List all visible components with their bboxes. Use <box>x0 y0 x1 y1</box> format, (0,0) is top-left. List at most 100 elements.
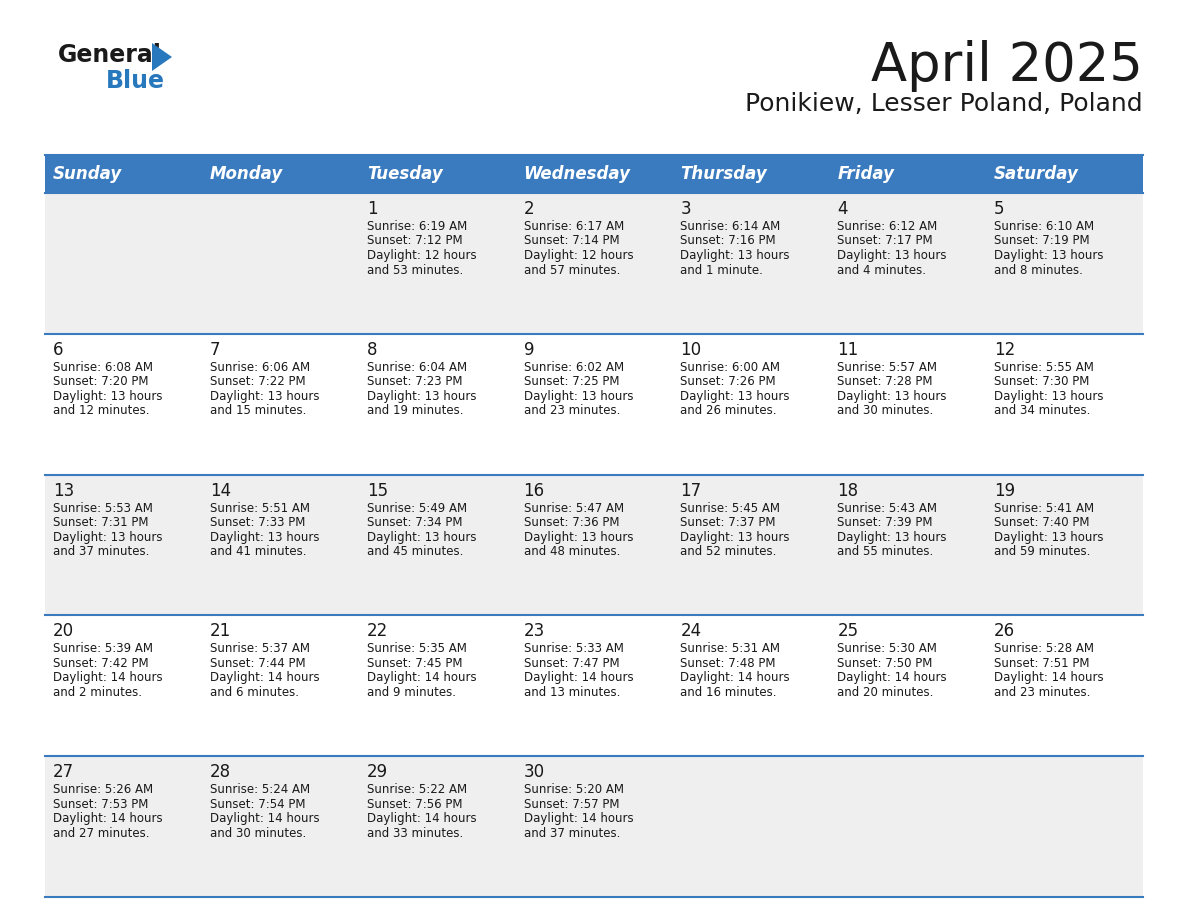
Text: 9: 9 <box>524 341 535 359</box>
Text: and 52 minutes.: and 52 minutes. <box>681 545 777 558</box>
Text: Sunset: 7:45 PM: Sunset: 7:45 PM <box>367 657 462 670</box>
Text: Daylight: 14 hours: Daylight: 14 hours <box>210 812 320 825</box>
Text: Sunrise: 5:35 AM: Sunrise: 5:35 AM <box>367 643 467 655</box>
Text: Sunrise: 5:39 AM: Sunrise: 5:39 AM <box>53 643 153 655</box>
Text: Sunset: 7:20 PM: Sunset: 7:20 PM <box>53 375 148 388</box>
Text: Sunrise: 6:14 AM: Sunrise: 6:14 AM <box>681 220 781 233</box>
Text: Daylight: 13 hours: Daylight: 13 hours <box>524 390 633 403</box>
Text: Sunrise: 5:47 AM: Sunrise: 5:47 AM <box>524 501 624 515</box>
Text: Tuesday: Tuesday <box>367 165 442 183</box>
Text: Daylight: 14 hours: Daylight: 14 hours <box>524 671 633 685</box>
Bar <box>45 334 1143 475</box>
Text: Sunset: 7:54 PM: Sunset: 7:54 PM <box>210 798 305 811</box>
Text: 25: 25 <box>838 622 859 641</box>
Text: 6: 6 <box>53 341 63 359</box>
Text: Sunrise: 5:57 AM: Sunrise: 5:57 AM <box>838 361 937 374</box>
Text: Daylight: 13 hours: Daylight: 13 hours <box>210 531 320 543</box>
Text: 30: 30 <box>524 763 544 781</box>
Text: and 45 minutes.: and 45 minutes. <box>367 545 463 558</box>
Text: 10: 10 <box>681 341 702 359</box>
Text: and 59 minutes.: and 59 minutes. <box>994 545 1091 558</box>
Bar <box>45 155 1143 193</box>
Text: and 57 minutes.: and 57 minutes. <box>524 263 620 276</box>
Text: Daylight: 13 hours: Daylight: 13 hours <box>994 390 1104 403</box>
Text: Daylight: 13 hours: Daylight: 13 hours <box>53 390 163 403</box>
Text: and 37 minutes.: and 37 minutes. <box>524 827 620 840</box>
Text: and 30 minutes.: and 30 minutes. <box>838 404 934 418</box>
Text: Daylight: 13 hours: Daylight: 13 hours <box>838 249 947 262</box>
Text: 3: 3 <box>681 200 691 218</box>
Text: 27: 27 <box>53 763 74 781</box>
Text: Sunrise: 5:26 AM: Sunrise: 5:26 AM <box>53 783 153 796</box>
Text: Sunrise: 5:22 AM: Sunrise: 5:22 AM <box>367 783 467 796</box>
Bar <box>45 615 1143 756</box>
Text: Sunset: 7:23 PM: Sunset: 7:23 PM <box>367 375 462 388</box>
Text: 21: 21 <box>210 622 232 641</box>
Text: Sunset: 7:48 PM: Sunset: 7:48 PM <box>681 657 776 670</box>
Text: and 53 minutes.: and 53 minutes. <box>367 263 463 276</box>
Text: Daylight: 14 hours: Daylight: 14 hours <box>53 671 163 685</box>
Text: Sunset: 7:56 PM: Sunset: 7:56 PM <box>367 798 462 811</box>
Text: Sunrise: 5:51 AM: Sunrise: 5:51 AM <box>210 501 310 515</box>
Text: Sunrise: 6:00 AM: Sunrise: 6:00 AM <box>681 361 781 374</box>
Text: 14: 14 <box>210 482 230 499</box>
Text: Sunrise: 5:20 AM: Sunrise: 5:20 AM <box>524 783 624 796</box>
Polygon shape <box>152 43 172 71</box>
Text: Sunrise: 5:41 AM: Sunrise: 5:41 AM <box>994 501 1094 515</box>
Text: and 37 minutes.: and 37 minutes. <box>53 545 150 558</box>
Text: Sunset: 7:16 PM: Sunset: 7:16 PM <box>681 234 776 248</box>
Text: 11: 11 <box>838 341 859 359</box>
Text: Sunset: 7:50 PM: Sunset: 7:50 PM <box>838 657 933 670</box>
Text: 4: 4 <box>838 200 848 218</box>
Bar <box>45 475 1143 615</box>
Text: Sunset: 7:37 PM: Sunset: 7:37 PM <box>681 516 776 529</box>
Text: Sunrise: 6:08 AM: Sunrise: 6:08 AM <box>53 361 153 374</box>
Text: 12: 12 <box>994 341 1016 359</box>
Text: 7: 7 <box>210 341 220 359</box>
Text: and 19 minutes.: and 19 minutes. <box>367 404 463 418</box>
Text: and 2 minutes.: and 2 minutes. <box>53 686 143 699</box>
Text: 2: 2 <box>524 200 535 218</box>
Text: Wednesday: Wednesday <box>524 165 631 183</box>
Text: Sunset: 7:26 PM: Sunset: 7:26 PM <box>681 375 776 388</box>
Text: 29: 29 <box>367 763 387 781</box>
Text: Sunrise: 6:04 AM: Sunrise: 6:04 AM <box>367 361 467 374</box>
Text: Sunset: 7:53 PM: Sunset: 7:53 PM <box>53 798 148 811</box>
Text: April 2025: April 2025 <box>871 40 1143 92</box>
Text: Daylight: 14 hours: Daylight: 14 hours <box>681 671 790 685</box>
Text: Daylight: 14 hours: Daylight: 14 hours <box>53 812 163 825</box>
Bar <box>45 193 1143 334</box>
Text: and 20 minutes.: and 20 minutes. <box>838 686 934 699</box>
Text: Sunset: 7:19 PM: Sunset: 7:19 PM <box>994 234 1089 248</box>
Text: and 48 minutes.: and 48 minutes. <box>524 545 620 558</box>
Text: 20: 20 <box>53 622 74 641</box>
Text: Sunset: 7:12 PM: Sunset: 7:12 PM <box>367 234 462 248</box>
Text: Daylight: 13 hours: Daylight: 13 hours <box>681 249 790 262</box>
Text: Sunset: 7:40 PM: Sunset: 7:40 PM <box>994 516 1089 529</box>
Text: and 34 minutes.: and 34 minutes. <box>994 404 1091 418</box>
Text: Saturday: Saturday <box>994 165 1079 183</box>
Text: and 1 minute.: and 1 minute. <box>681 263 764 276</box>
Text: and 23 minutes.: and 23 minutes. <box>994 686 1091 699</box>
Text: 17: 17 <box>681 482 702 499</box>
Text: 8: 8 <box>367 341 378 359</box>
Text: Sunrise: 5:31 AM: Sunrise: 5:31 AM <box>681 643 781 655</box>
Text: Sunset: 7:51 PM: Sunset: 7:51 PM <box>994 657 1089 670</box>
Text: Daylight: 13 hours: Daylight: 13 hours <box>53 531 163 543</box>
Text: Daylight: 12 hours: Daylight: 12 hours <box>524 249 633 262</box>
Text: Sunrise: 5:49 AM: Sunrise: 5:49 AM <box>367 501 467 515</box>
Text: Sunset: 7:25 PM: Sunset: 7:25 PM <box>524 375 619 388</box>
Text: and 41 minutes.: and 41 minutes. <box>210 545 307 558</box>
Text: General: General <box>58 43 162 67</box>
Text: Sunset: 7:36 PM: Sunset: 7:36 PM <box>524 516 619 529</box>
Text: Sunrise: 6:02 AM: Sunrise: 6:02 AM <box>524 361 624 374</box>
Text: Daylight: 13 hours: Daylight: 13 hours <box>681 531 790 543</box>
Text: 24: 24 <box>681 622 702 641</box>
Text: Daylight: 14 hours: Daylight: 14 hours <box>994 671 1104 685</box>
Text: 28: 28 <box>210 763 230 781</box>
Text: Daylight: 14 hours: Daylight: 14 hours <box>210 671 320 685</box>
Text: Sunrise: 5:55 AM: Sunrise: 5:55 AM <box>994 361 1094 374</box>
Text: Sunset: 7:44 PM: Sunset: 7:44 PM <box>210 657 305 670</box>
Text: 13: 13 <box>53 482 74 499</box>
Text: Sunset: 7:14 PM: Sunset: 7:14 PM <box>524 234 619 248</box>
